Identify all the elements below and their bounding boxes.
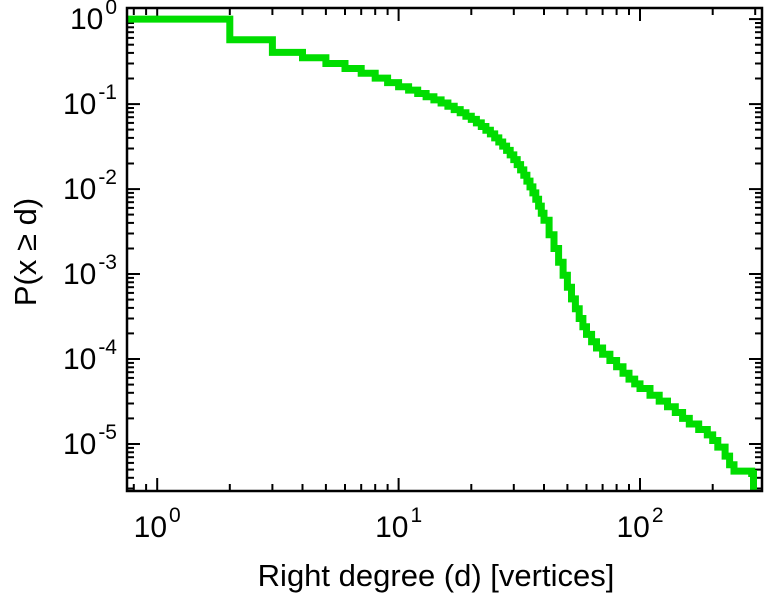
ccdf-curve <box>127 15 757 491</box>
y-tick-label: 10-1 <box>63 81 117 121</box>
y-tick-label: 100 <box>70 0 117 36</box>
y-axis-label: P(x ≥ d) <box>8 198 43 306</box>
plot-frame <box>125 6 764 493</box>
x-tick-label: 100 <box>134 504 181 544</box>
y-tick-label: 10-5 <box>63 421 117 461</box>
curve-layer <box>127 15 757 491</box>
y-tick-label: 10-3 <box>63 251 117 291</box>
x-tick-label: 101 <box>375 504 422 544</box>
x-axis-label: Right degree (d) [vertices] <box>258 558 615 593</box>
plot-border <box>125 6 764 493</box>
x-tick-label: 102 <box>616 504 663 544</box>
tick-labels: 100 101 102 100 10-1 10-2 10-3 10-4 10-5 <box>63 0 664 544</box>
y-tick-label: 10-4 <box>63 336 117 376</box>
axis-ticks <box>127 8 762 491</box>
y-tick-label: 10-2 <box>63 166 117 206</box>
